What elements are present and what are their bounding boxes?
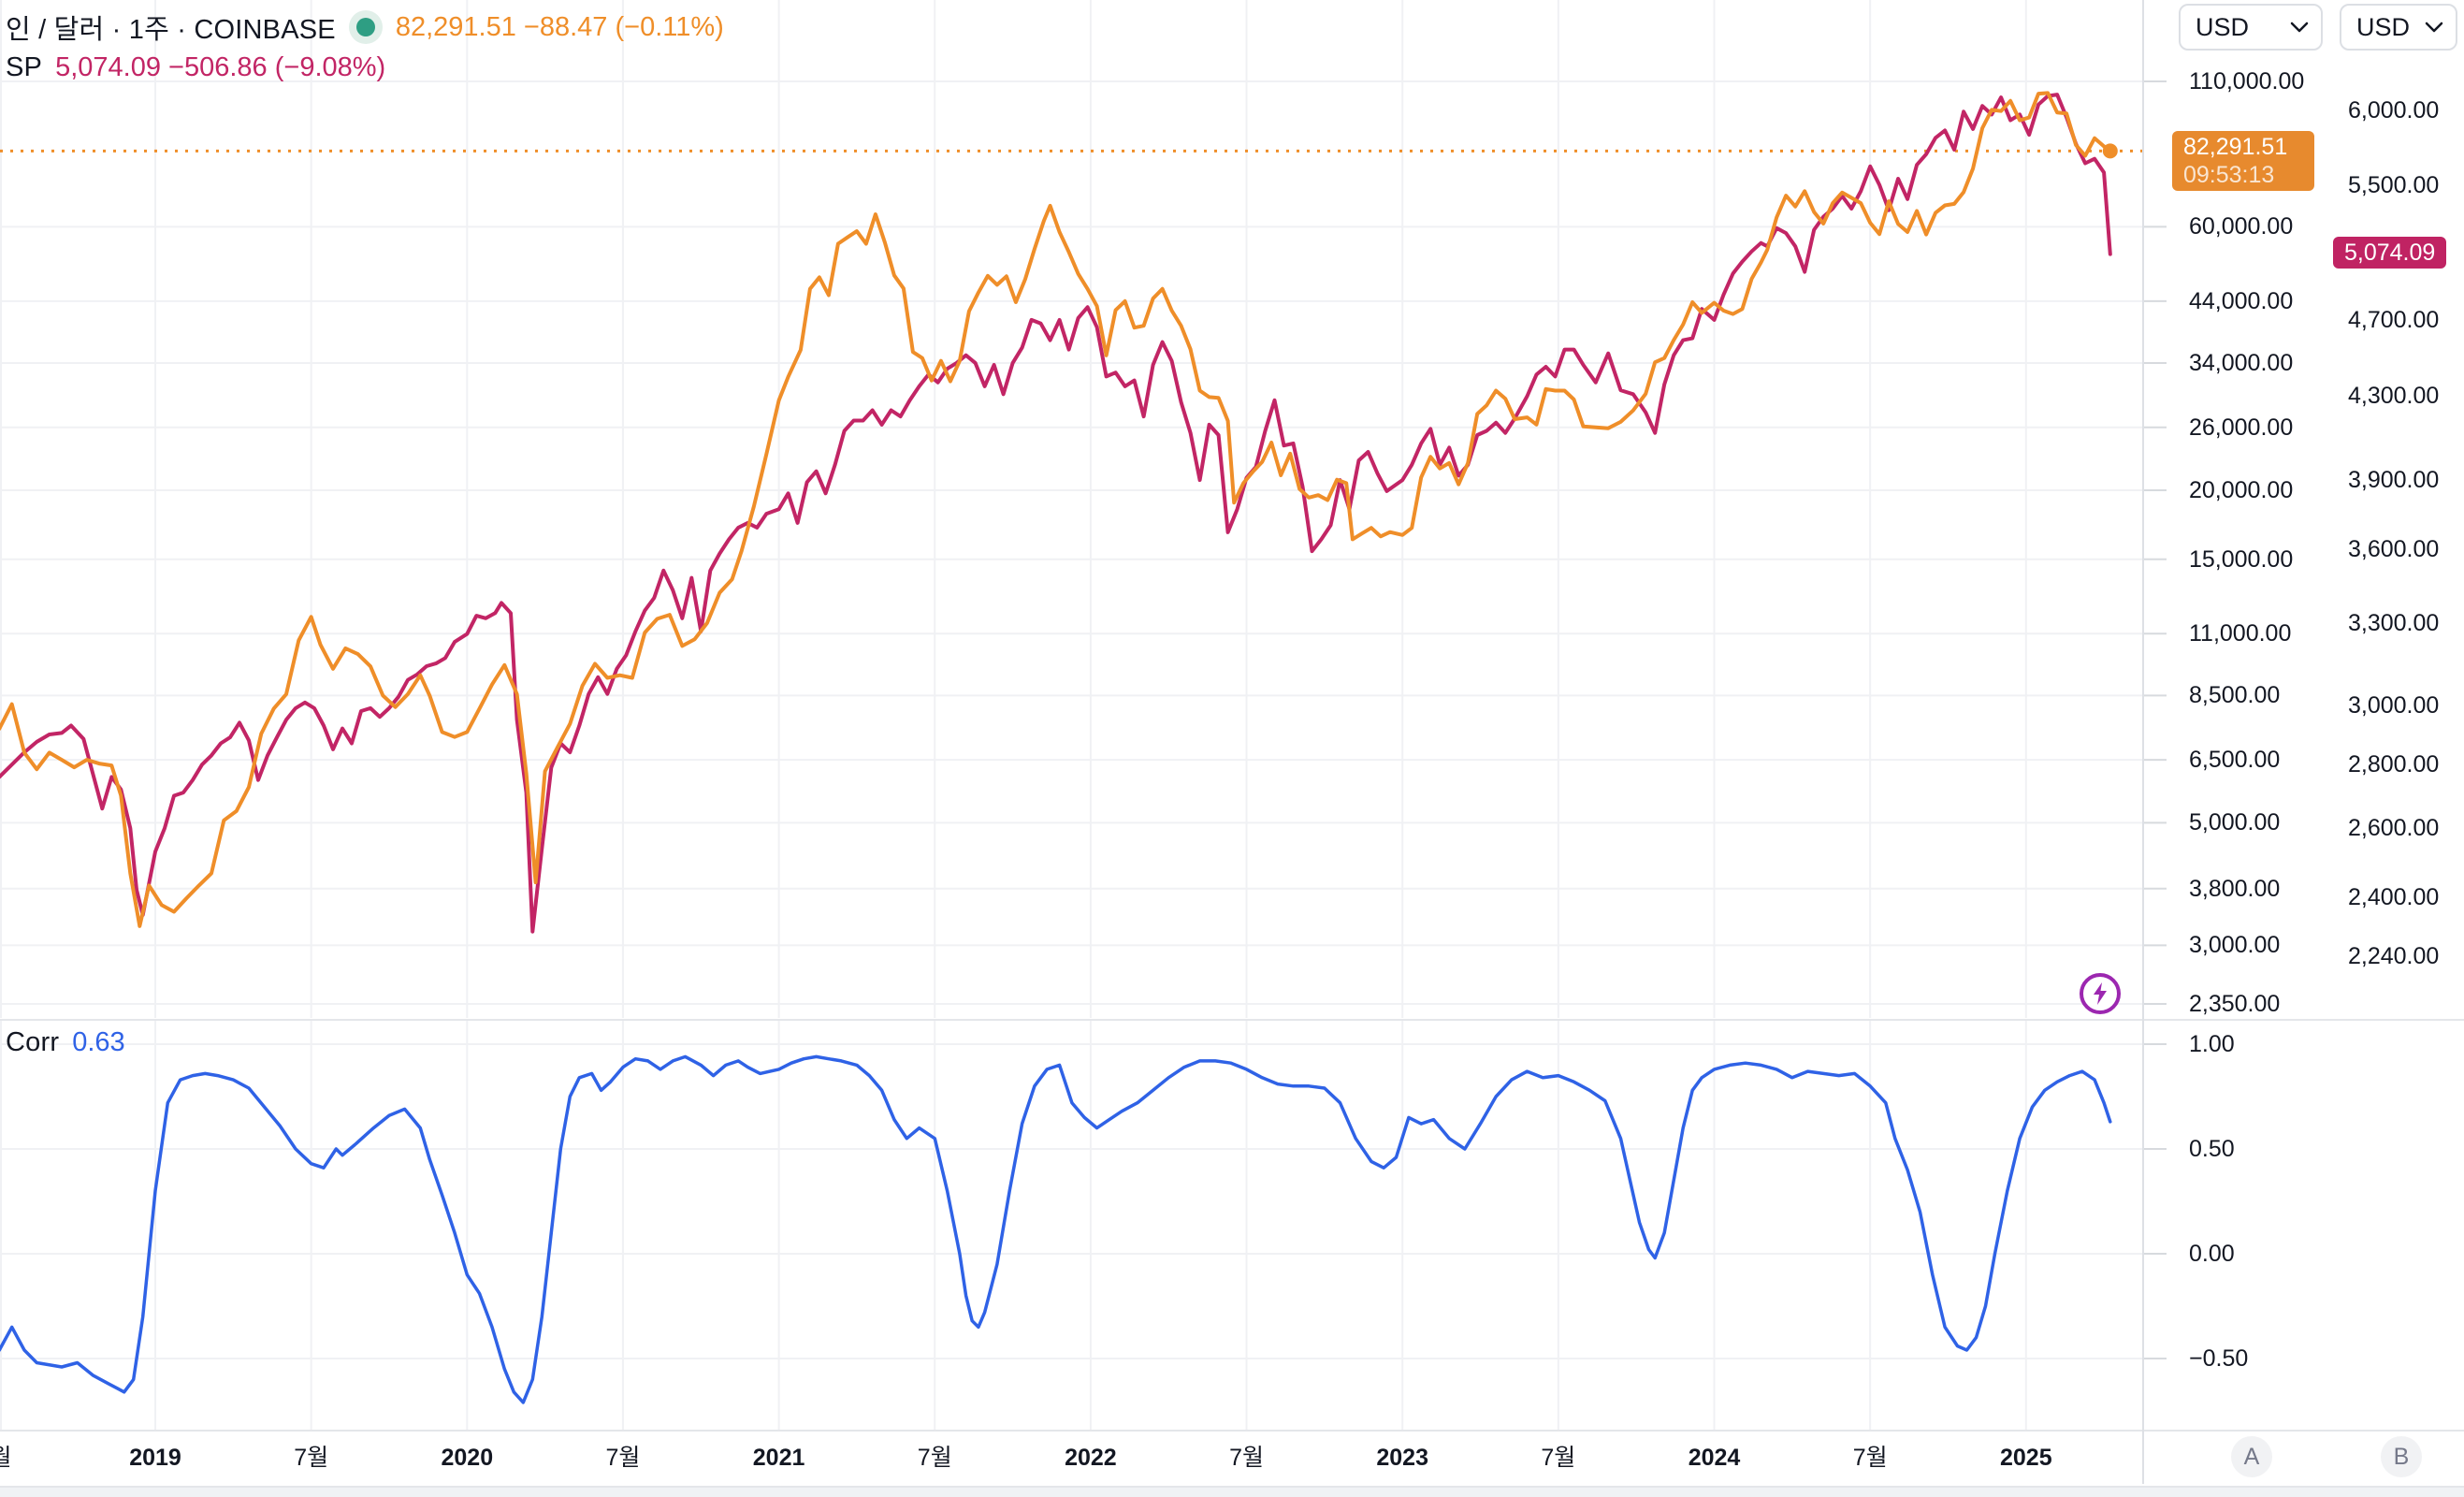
- price-tick-label-b: 3,300.00: [2348, 610, 2440, 637]
- lightning-icon: [2094, 982, 2107, 1005]
- price-tick-label-a: 8,500.00: [2189, 682, 2281, 709]
- compare-price-values: 5,074.09 −506.86 (−9.08%): [55, 52, 386, 82]
- price-tick-label-b: 2,240.00: [2348, 942, 2440, 969]
- currency-select-a-value: USD: [2196, 12, 2250, 41]
- btc-last-price-flag: 82,291.51 09:53:13: [2172, 131, 2314, 191]
- price-tick-label-a: 5,000.00: [2189, 809, 2281, 836]
- currency-select-a[interactable]: USD: [2179, 4, 2323, 51]
- currency-select-b[interactable]: USD: [2340, 4, 2457, 51]
- price-tick-label-b: 2,800.00: [2348, 751, 2440, 778]
- scale-b-label: B: [2393, 1443, 2410, 1470]
- pane-divider[interactable]: [0, 1019, 2464, 1021]
- date-tick-label: 7월: [1229, 1445, 1264, 1471]
- scale-a-button[interactable]: A: [2231, 1436, 2272, 1477]
- price-tick-label-b: 3,900.00: [2348, 467, 2440, 494]
- indicator-tick-label: 0.00: [2189, 1241, 2235, 1267]
- price-tick-label-a: 20,000.00: [2189, 477, 2294, 503]
- price-tick-label-a: 34,000.00: [2189, 349, 2294, 376]
- price-tick-label-b: 6,000.00: [2348, 96, 2440, 124]
- date-tick-label: 2024: [1688, 1445, 1741, 1471]
- price-tick-label-a: 3,000.00: [2189, 932, 2281, 959]
- corr-line: [0, 1054, 2112, 1404]
- price-tick-label-b: 4,700.00: [2348, 306, 2440, 333]
- price-tick-label-a: 3,800.00: [2189, 875, 2281, 902]
- btc-line: [0, 91, 2112, 928]
- compare-symbol-title[interactable]: SP: [6, 52, 43, 82]
- symbol-legend: 인 / 달러 · 1주 · COINBASE 82,291.51 −88.47 …: [6, 7, 724, 47]
- last-price-dot: [2102, 143, 2118, 159]
- price-tick-label-a: 15,000.00: [2189, 545, 2294, 573]
- date-tick-label: 7월: [1852, 1445, 1888, 1471]
- price-tick-label-b: 2,600.00: [2348, 815, 2440, 842]
- price-tick-label-b: 4,300.00: [2348, 383, 2440, 410]
- indicator-tick-label: 0.50: [2189, 1136, 2235, 1162]
- price-tick-label-a: 26,000.00: [2189, 414, 2294, 441]
- quick-trade-button[interactable]: [2080, 973, 2121, 1014]
- date-tick-label: 2025: [1999, 1445, 2052, 1471]
- date-tick-label: 7월: [605, 1445, 641, 1471]
- indicator-tick-label: 1.00: [2189, 1031, 2235, 1057]
- market-status-icon[interactable]: [348, 10, 383, 44]
- date-tick-label: 2022: [1065, 1445, 1117, 1471]
- price-tick-label-a: 60,000.00: [2189, 213, 2294, 240]
- sp-last-price-flag: 5,074.09: [2333, 237, 2447, 269]
- date-tick-label: 월: [0, 1445, 12, 1471]
- price-tick-label-a: 110,000.00: [2189, 67, 2305, 94]
- scale-a-label: A: [2243, 1443, 2260, 1470]
- price-tick-label-b: 3,000.00: [2348, 691, 2440, 719]
- btc-last-price: 82,291.51: [2183, 134, 2288, 160]
- date-tick-label: 2019: [129, 1445, 181, 1471]
- date-tick-label: 7월: [917, 1445, 952, 1471]
- date-tick-label: 7월: [294, 1445, 329, 1471]
- bottom-toolbar-strip: [0, 1486, 2464, 1497]
- symbol-title[interactable]: 인 / 달러 · 1주 · COINBASE: [6, 15, 336, 45]
- sp-last-price: 5,074.09: [2344, 240, 2436, 266]
- price-tick-label-a: 44,000.00: [2189, 287, 2294, 314]
- indicator-legend: Corr 0.63: [6, 1027, 125, 1058]
- date-tick-label: 2021: [752, 1445, 805, 1471]
- chevron-down-icon: [2425, 22, 2443, 33]
- indicator-value: 0.63: [72, 1027, 125, 1057]
- time-axis-border: [0, 1430, 2464, 1432]
- date-tick-label: 7월: [1541, 1445, 1576, 1471]
- indicator-tick-label: −0.50: [2189, 1345, 2249, 1372]
- price-tick-label-b: 5,500.00: [2348, 171, 2440, 198]
- price-axis-border: [2142, 0, 2144, 1484]
- date-tick-label: 2023: [1376, 1445, 1428, 1471]
- btc-last-price-time: 09:53:13: [2183, 162, 2275, 188]
- compare-legend: SP 5,074.09 −506.86 (−9.08%): [6, 52, 385, 83]
- price-tick-label-b: 3,600.00: [2348, 535, 2440, 562]
- currency-select-b-value: USD: [2356, 12, 2411, 41]
- price-tick-label-b: 2,400.00: [2348, 883, 2440, 910]
- symbol-price-values: 82,291.51 −88.47 (−0.11%): [395, 11, 724, 42]
- price-tick-label-a: 2,350.00: [2189, 990, 2281, 1017]
- indicator-name[interactable]: Corr: [6, 1027, 60, 1057]
- price-tick-label-a: 6,500.00: [2189, 747, 2281, 774]
- date-tick-label: 2020: [441, 1445, 494, 1471]
- price-tick-label-a: 11,000.00: [2189, 620, 2292, 647]
- scale-b-button[interactable]: B: [2381, 1436, 2422, 1477]
- chevron-down-icon: [2290, 22, 2309, 33]
